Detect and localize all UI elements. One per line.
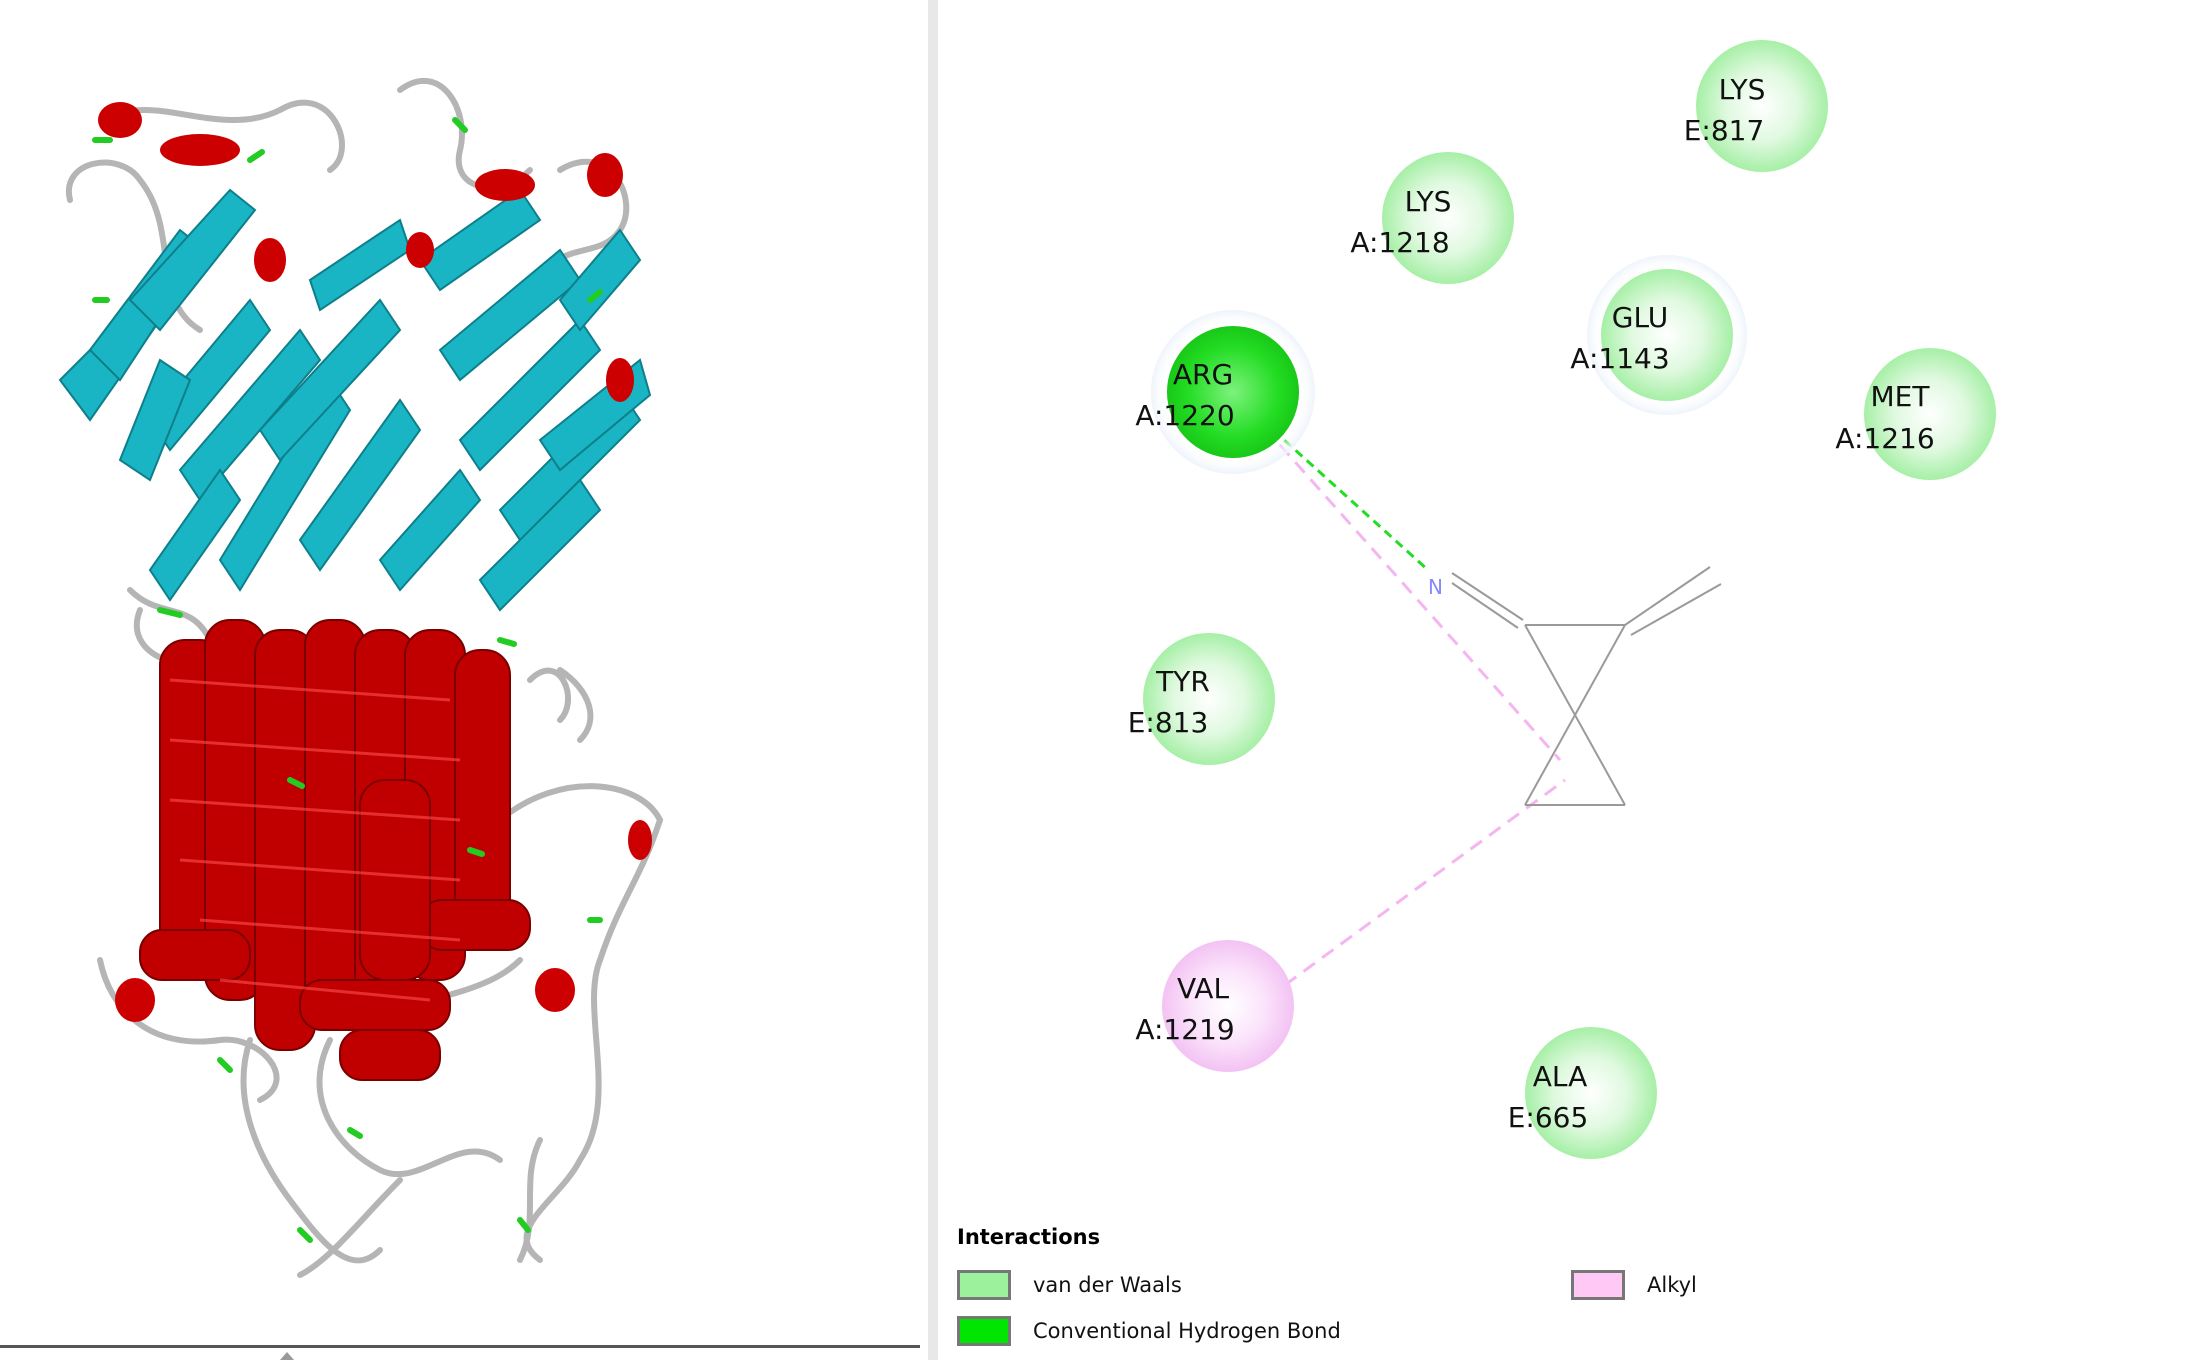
legend-item-vdw: van der Waals [957, 1270, 1182, 1300]
legend-item-hbond: Conventional Hydrogen Bond [957, 1316, 1341, 1346]
svg-text:A:1219: A:1219 [1135, 1013, 1234, 1046]
interaction-diagram: N LYS E:817 LYS A:1218 GLU A:1143 ARG A:… [1128, 40, 1996, 1159]
interaction-diagram-view[interactable]: N LYS E:817 LYS A:1218 GLU A:1143 ARG A:… [938, 0, 2188, 1360]
svg-text:LYS: LYS [1719, 73, 1766, 106]
svg-text:GLU: GLU [1612, 301, 1668, 334]
svg-text:LYS: LYS [1405, 185, 1452, 218]
alkyl-line [1284, 778, 1566, 987]
residue-node[interactable]: ALA E:665 [1508, 1027, 1657, 1159]
residue-node[interactable]: VAL A:1219 [1135, 940, 1294, 1072]
legend-swatch [1571, 1270, 1625, 1300]
scroll-grip-icon[interactable] [280, 1352, 294, 1360]
legend-swatch [957, 1270, 1011, 1300]
svg-text:A:1143: A:1143 [1570, 342, 1669, 375]
svg-text:A:1220: A:1220 [1135, 399, 1234, 432]
svg-text:MET: MET [1871, 380, 1931, 413]
svg-text:VAL: VAL [1177, 972, 1230, 1005]
legend-title: Interactions [957, 1225, 1101, 1249]
legend-item-alkyl: Alkyl [1571, 1270, 1697, 1300]
residue-node[interactable]: LYS A:1218 [1350, 152, 1514, 284]
pane-splitter[interactable] [928, 0, 938, 1360]
svg-text:E:813: E:813 [1128, 706, 1209, 739]
hydrogen-bond-line [1238, 398, 1430, 572]
alkyl-line [1278, 444, 1562, 761]
residue-node[interactable]: ARG A:1220 [1135, 310, 1315, 474]
ligand-structure [1451, 566, 1722, 806]
bottom-scroll-track [0, 1345, 920, 1348]
residue-node[interactable]: TYR E:813 [1128, 633, 1275, 765]
svg-text:A:1218: A:1218 [1350, 226, 1449, 259]
svg-text:ARG: ARG [1173, 358, 1233, 391]
svg-text:ALA: ALA [1533, 1060, 1588, 1093]
residue-node[interactable]: MET A:1216 [1835, 348, 1996, 480]
ligand-atom-label: N [1428, 575, 1443, 599]
protein-3d-view[interactable] [0, 0, 928, 1360]
svg-text:E:665: E:665 [1508, 1101, 1589, 1134]
svg-text:A:1216: A:1216 [1835, 422, 1934, 455]
svg-text:TYR: TYR [1155, 665, 1210, 698]
residue-node[interactable]: GLU A:1143 [1570, 255, 1747, 415]
residue-node[interactable]: LYS E:817 [1684, 40, 1828, 172]
svg-text:E:817: E:817 [1684, 114, 1765, 147]
protein-ribbon-icon [58, 77, 664, 1278]
legend-swatch [957, 1316, 1011, 1346]
